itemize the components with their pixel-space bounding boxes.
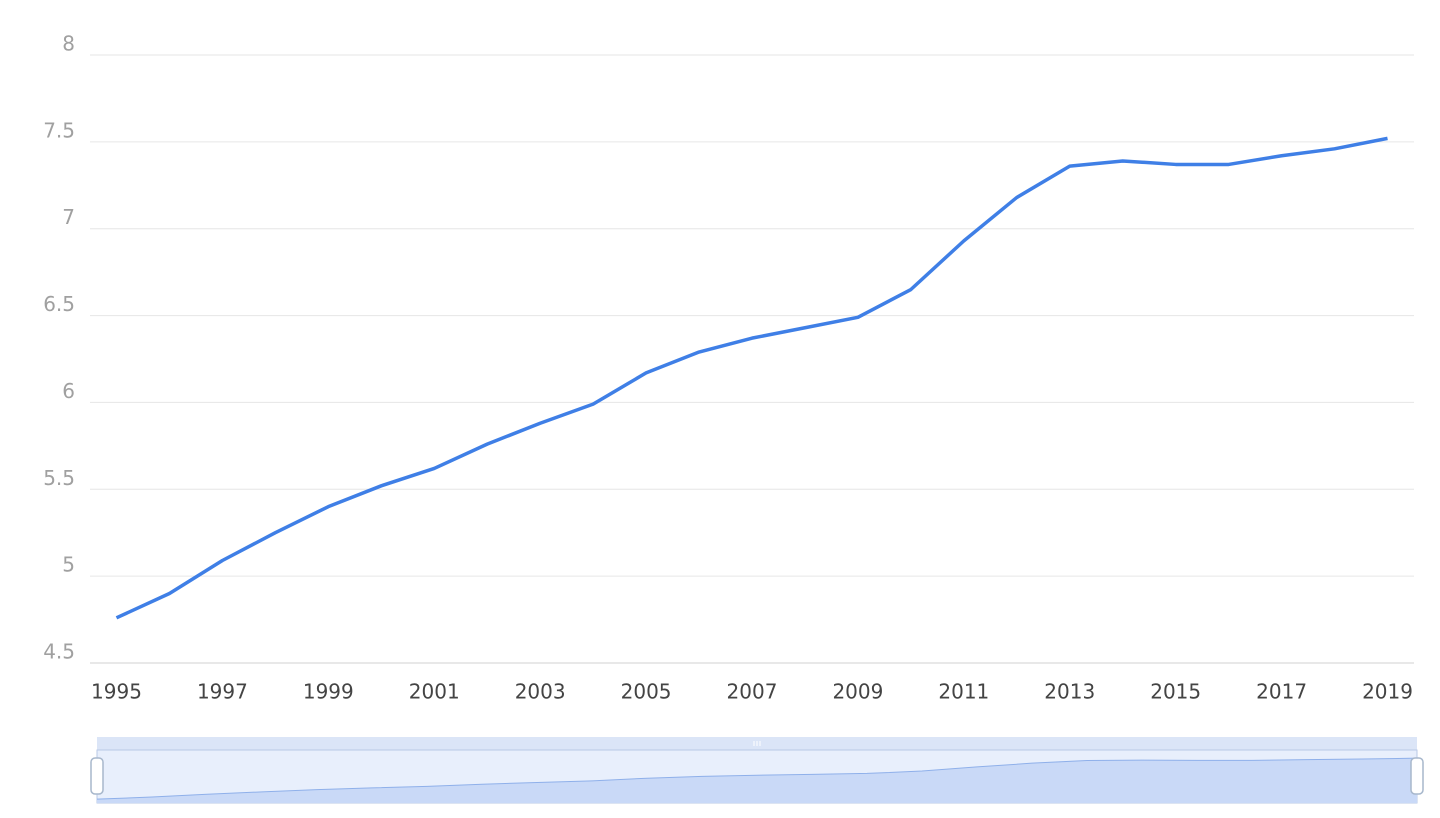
x-tick-label: 2005 <box>621 680 672 704</box>
x-tick-label: 2017 <box>1256 680 1307 704</box>
x-tick-label: 1995 <box>91 680 142 704</box>
y-tick-label: 5.5 <box>43 466 75 490</box>
slider-handle[interactable] <box>1410 757 1424 795</box>
x-tick-label: 2011 <box>938 680 989 704</box>
x-tick-label: 1997 <box>197 680 248 704</box>
slider-handle[interactable] <box>90 757 104 795</box>
slider-preview-area <box>97 758 1417 803</box>
data-zoom-slider[interactable] <box>90 737 1424 804</box>
x-tick-label: 2009 <box>832 680 883 704</box>
slider-preview-line <box>96 757 1418 800</box>
x-tick-label: 2013 <box>1044 680 1095 704</box>
y-tick-label: 4.5 <box>43 640 75 664</box>
line-series <box>115 136 1388 620</box>
y-tick-label: 8 <box>62 32 75 56</box>
x-tick-label: 2019 <box>1362 680 1413 704</box>
x-tick-label: 2003 <box>515 680 566 704</box>
x-tick-label: 2015 <box>1150 680 1201 704</box>
y-tick-label: 7 <box>62 205 75 229</box>
x-tick-label: 1999 <box>303 680 354 704</box>
y-tick-label: 6.5 <box>43 292 75 316</box>
x-tick-label: 2001 <box>409 680 460 704</box>
y-tick-label: 6 <box>62 379 75 403</box>
y-tick-label: 7.5 <box>43 118 75 142</box>
y-tick-label: 5 <box>62 553 75 577</box>
slider-grip[interactable] <box>753 741 761 746</box>
x-tick-label: 2007 <box>727 680 778 704</box>
